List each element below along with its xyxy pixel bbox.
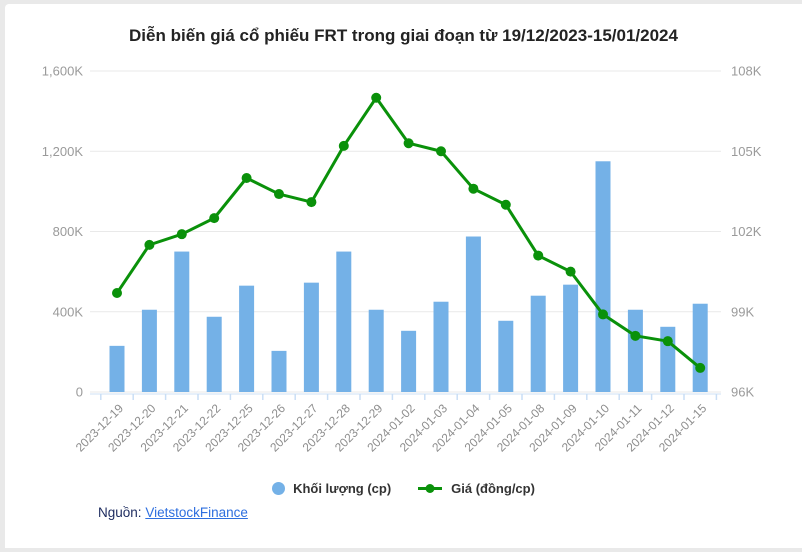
chart-card: 1,600K 108K 1,200K 105K 800K 102K 400K 99K 0 96K 2… — [5, 4, 802, 548]
price-point[interactable] — [338, 140, 349, 151]
price-point[interactable] — [176, 229, 187, 240]
right-axis-tick-label: 108K — [731, 64, 762, 79]
chart-legend: Khối lượng (cp) Giá (đồng/cp) — [5, 481, 802, 496]
left-axis-tick-label: 1,600K — [42, 64, 84, 79]
price-point[interactable] — [436, 146, 446, 157]
price-point[interactable] — [403, 138, 414, 149]
volume-bar[interactable] — [239, 285, 255, 392]
chart-title: Diễn biến giá cổ phiếu FRT trong giai đo… — [129, 26, 678, 45]
volume-bar[interactable] — [627, 309, 643, 392]
left-axis-tick-label: 1,200K — [42, 144, 84, 159]
price-point[interactable] — [468, 183, 479, 194]
price-point[interactable] — [209, 213, 220, 224]
volume-bar[interactable] — [271, 350, 287, 392]
legend-line-dot — [425, 484, 435, 493]
volume-bar[interactable] — [692, 303, 708, 392]
price-point[interactable] — [598, 309, 608, 320]
right-axis-tick-label: 102K — [731, 224, 762, 239]
volume-legend-circle-icon — [272, 482, 286, 495]
right-axis-tick-label: 99K — [731, 304, 754, 319]
volume-bar[interactable] — [141, 309, 157, 392]
volume-bar[interactable] — [530, 295, 546, 392]
price-point[interactable] — [695, 362, 706, 373]
volume-bar[interactable] — [336, 251, 352, 392]
volume-bar[interactable] — [465, 236, 481, 392]
price-point[interactable] — [371, 92, 382, 103]
volume-bar[interactable] — [433, 301, 449, 392]
price-point[interactable] — [144, 239, 155, 250]
price-point[interactable] — [662, 336, 673, 347]
left-axis-tick-label: 800K — [53, 224, 84, 239]
volume-bar[interactable] — [368, 309, 384, 392]
volume-bar[interactable] — [498, 320, 514, 392]
right-axis-tick-label: 105K — [731, 144, 762, 159]
price-point[interactable] — [565, 266, 576, 277]
source-note: Nguồn: VietstockFinance — [98, 505, 248, 520]
price-point[interactable] — [112, 288, 122, 299]
price-point[interactable] — [306, 197, 317, 208]
price-point[interactable] — [533, 250, 544, 261]
price-point[interactable] — [630, 330, 641, 341]
source-label: Nguồn: — [98, 505, 142, 520]
volume-bar[interactable] — [109, 345, 125, 392]
left-axis-tick-label: 0 — [76, 385, 83, 400]
left-axis-tick-label: 400K — [53, 304, 84, 319]
volume-bar[interactable] — [206, 316, 222, 392]
legend-item-label: Giá (đồng/cp) — [451, 481, 535, 496]
volume-bar[interactable] — [595, 161, 611, 392]
volume-bar[interactable] — [401, 330, 417, 392]
price-point[interactable] — [241, 173, 252, 183]
legend-item-price[interactable]: Giá (đồng/cp) — [417, 481, 535, 496]
legend-item-volume[interactable]: Khối lượng (cp) — [272, 481, 391, 496]
price-point[interactable] — [500, 199, 511, 210]
volume-bar[interactable] — [174, 251, 190, 392]
source-link[interactable]: VietstockFinance — [145, 505, 248, 520]
price-point[interactable] — [274, 189, 284, 200]
volume-bar[interactable] — [303, 282, 319, 392]
volume-bar[interactable] — [563, 284, 579, 392]
legend-item-label: Khối lượng (cp) — [293, 481, 392, 496]
right-axis-tick-label: 96K — [731, 385, 754, 400]
price-legend-linedot-icon — [418, 484, 443, 493]
